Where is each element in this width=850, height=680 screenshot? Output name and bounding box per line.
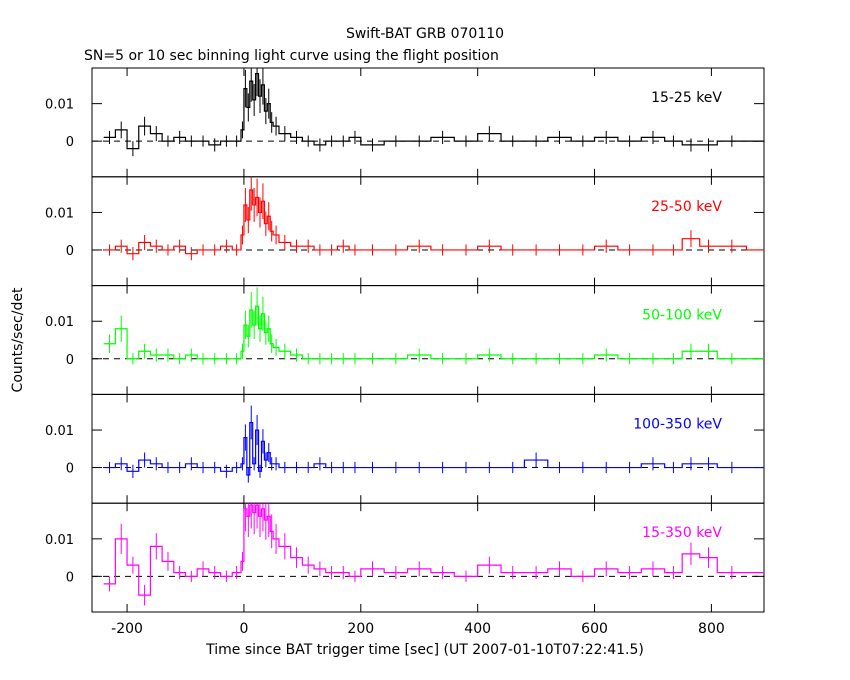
chart-subtitle: SN=5 or 10 sec binning light curve using… (84, 48, 499, 64)
step-curve (103, 504, 764, 596)
band-label: 15-350 keV (642, 525, 722, 541)
series-2 (103, 287, 764, 365)
y-tick-label: 0 (66, 135, 74, 150)
panel-frame (91, 176, 765, 287)
panels-group: 0 0.01 15-25 keV 0 0.01 25-50 keV 0 0.01 50-100 … (45, 67, 765, 637)
series-0 (103, 68, 764, 157)
panel-1: 0 0.01 25-50 keV (45, 176, 765, 287)
y-tick-label: 0 (66, 244, 74, 259)
x-tick-label: 800 (698, 621, 725, 637)
x-tick-label: 0 (239, 621, 248, 637)
y-tick-label: 0 (66, 353, 74, 368)
band-label: 50-100 keV (642, 308, 722, 324)
step-curve (103, 73, 764, 150)
x-tick-label: -200 (111, 621, 143, 637)
panel-frame (91, 393, 765, 504)
y-tick-label: 0.01 (45, 533, 74, 548)
y-tick-label: 0 (66, 570, 74, 585)
y-tick-label: 0.01 (45, 206, 74, 221)
chart-title: Swift-BAT GRB 070110 (346, 26, 504, 42)
panel-3: 0 0.01 100-350 keV (45, 393, 765, 504)
y-tick-label: 0 (66, 462, 74, 477)
x-tick-label: 600 (581, 621, 608, 637)
panel-frame (91, 285, 765, 395)
x-tick-label: 400 (464, 621, 491, 637)
series-4 (103, 503, 764, 606)
x-axis-label: Time since BAT trigger time [sec] (UT 20… (205, 642, 644, 658)
series-3 (103, 405, 764, 483)
panel-4: 0 0.01 15-350 keV (45, 502, 765, 613)
panel-frame (91, 502, 765, 613)
y-tick-label: 0.01 (45, 424, 74, 439)
step-curve (103, 305, 764, 360)
x-tick-label: 200 (347, 621, 374, 637)
band-label: 15-25 keV (651, 90, 722, 106)
panel-2: 0 0.01 50-100 keV (45, 285, 765, 395)
band-label: 25-50 keV (651, 199, 722, 215)
step-curve (103, 421, 764, 476)
y-tick-label: 0.01 (45, 98, 74, 113)
band-label: 100-350 keV (633, 416, 722, 432)
panel-0: 0 0.01 15-25 keV (45, 67, 765, 178)
y-axis-label: Counts/sec/det (10, 287, 26, 392)
panel-frame (91, 67, 765, 178)
series-1 (103, 176, 764, 261)
y-tick-label: 0.01 (45, 315, 74, 330)
step-curve (103, 189, 764, 255)
